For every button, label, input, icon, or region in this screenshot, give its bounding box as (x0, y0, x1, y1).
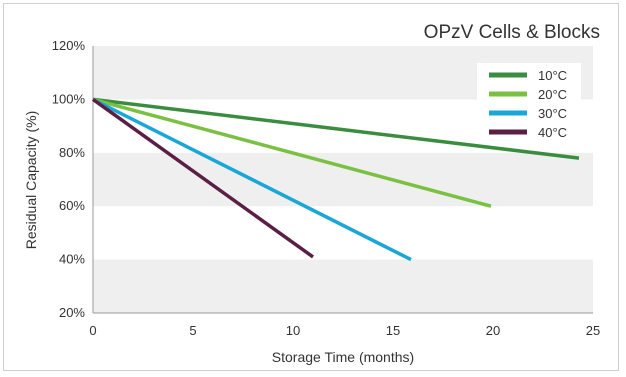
y-tick-label: 120% (52, 38, 86, 53)
series-line (91, 97, 315, 259)
y-tick-label: 20% (59, 305, 85, 320)
x-tick-label: 20 (486, 323, 500, 338)
y-tick-label: 40% (59, 252, 85, 267)
x-tick-label: 15 (386, 323, 400, 338)
series-line (92, 97, 492, 208)
x-axis-label: Storage Time (months) (272, 349, 414, 365)
y-axis-label: Residual Capacity (%) (23, 111, 39, 250)
legend-label: 40°C (538, 125, 567, 140)
y-tick-labels: 20% 40% 60% 80% 100% 120% (52, 38, 86, 320)
x-tick-label: 5 (189, 323, 196, 338)
x-tick-label: 0 (89, 323, 96, 338)
legend-label: 30°C (538, 106, 567, 121)
series-line (92, 97, 412, 262)
axes (92, 46, 593, 314)
x-tick-label: 25 (586, 323, 600, 338)
y-tick-label: 100% (52, 91, 86, 106)
legend: 10°C 20°C 30°C 40°C (477, 63, 581, 143)
legend-label: 10°C (538, 68, 567, 83)
x-tick-labels: 0 5 10 15 20 25 (89, 323, 600, 338)
y-tick-label: 80% (59, 145, 85, 160)
legend-label: 20°C (538, 87, 567, 102)
x-tick-label: 10 (286, 323, 300, 338)
grid-band (93, 152, 593, 207)
y-tick-label: 60% (59, 198, 85, 213)
grid-band (93, 259, 593, 313)
series-lines (91, 97, 580, 262)
chart-title: OPzV Cells & Blocks (424, 22, 600, 43)
series-line (92, 97, 580, 160)
